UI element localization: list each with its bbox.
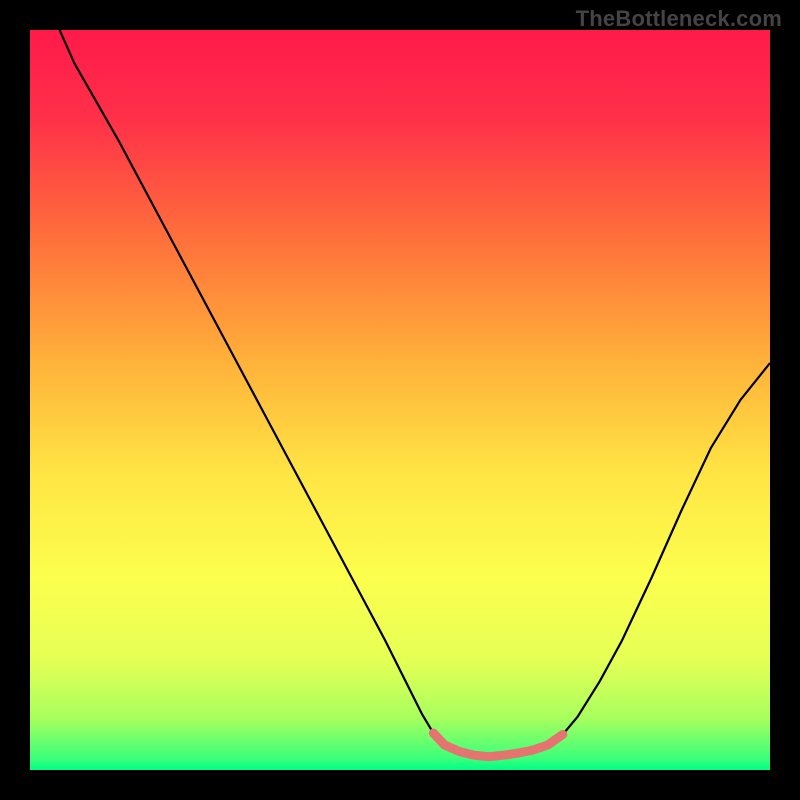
bottleneck-curve-chart — [30, 30, 770, 770]
chart-container: TheBottleneck.com — [0, 0, 800, 800]
plot-area — [30, 30, 770, 770]
watermark-text: TheBottleneck.com — [576, 6, 782, 32]
gradient-background — [30, 30, 770, 770]
